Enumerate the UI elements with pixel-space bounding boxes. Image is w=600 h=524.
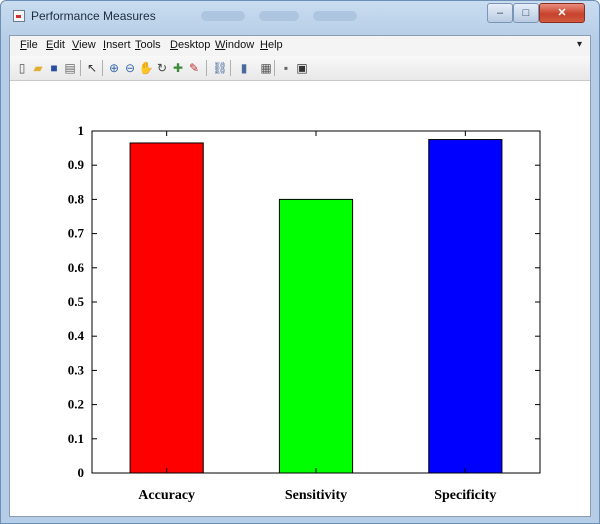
y-tick-label: 0.6 <box>68 260 85 275</box>
matlab-figure-icon[interactable] <box>13 10 25 22</box>
bar-specificity <box>428 139 503 474</box>
bar-chart: Accuracy Sensitivity Specificity 0 0.1 0.2 0.3… <box>68 123 541 503</box>
menu-insert[interactable]: Insert <box>103 39 131 51</box>
x-tick-label: Sensitivity <box>285 488 347 503</box>
x-tick-label: Accuracy <box>138 488 195 503</box>
legend-icon[interactable]: ▦ <box>260 61 272 75</box>
print-icon[interactable]: ▤ <box>64 61 76 75</box>
zoom-out-icon[interactable]: ⊖ <box>124 61 136 75</box>
title-blur-decoration <box>259 11 299 21</box>
figure-client-area: File Edit View Insert Tools Desktop Window Help… <box>9 35 591 517</box>
bar-accuracy <box>129 142 204 474</box>
close-button[interactable]: ✕ <box>539 3 585 23</box>
toolbar-separator <box>80 60 81 76</box>
minimize-button[interactable]: – <box>487 3 513 23</box>
y-tick-label: 0.2 <box>68 397 84 412</box>
menu-edit[interactable]: Edit <box>46 39 65 51</box>
x-tick-label: Specificity <box>434 488 496 503</box>
hide-plot-tools-icon[interactable]: ▪ <box>283 61 289 75</box>
toolbar-separator <box>274 60 275 76</box>
y-tick-label: 0.9 <box>68 157 85 172</box>
title-bar[interactable]: Performance Measures – □ ✕ <box>1 1 599 33</box>
pan-icon[interactable]: ✋ <box>138 61 154 75</box>
edit-plot-icon[interactable]: ↖ <box>86 61 98 75</box>
toolbar-separator <box>230 60 231 76</box>
menu-window[interactable]: Window <box>215 39 255 51</box>
link-icon[interactable]: ⛓ <box>212 61 228 75</box>
toolbar-separator <box>102 60 103 76</box>
menu-bar: File Edit View Insert Tools Desktop Window Help… <box>10 36 590 56</box>
window-title: Performance Measures <box>31 9 156 23</box>
title-blur-decoration <box>313 11 357 21</box>
y-tick-label: 0.5 <box>68 294 85 309</box>
menu-desktop[interactable]: Desktop <box>170 39 211 51</box>
rotate-3d-icon[interactable]: ↻ <box>156 61 168 75</box>
save-icon[interactable]: ■ <box>50 61 58 75</box>
maximize-button[interactable]: □ <box>513 3 539 23</box>
y-tick-label: 0.7 <box>68 226 85 241</box>
brush-icon[interactable]: ✎ <box>188 61 200 75</box>
y-tick-label: 1 <box>78 123 85 138</box>
menu-overflow-icon[interactable]: ▾ <box>576 39 582 50</box>
menu-file[interactable]: File <box>20 39 38 51</box>
menu-help[interactable]: Help <box>260 39 283 51</box>
zoom-in-icon[interactable]: ⊕ <box>108 61 120 75</box>
y-tick-label: 0.8 <box>68 191 85 206</box>
figure-toolbar: ▯ ▰ ■ ▤ ↖ ⊕ ⊖ ✋ ↻ ✚ ✎ ⛓ ▮ ▦ ▪ ▣ <box>10 56 590 81</box>
open-file-icon[interactable]: ▰ <box>33 61 43 75</box>
menu-tools[interactable]: Tools <box>135 39 161 51</box>
toolbar-separator <box>206 60 207 76</box>
figure-canvas: Accuracy Sensitivity Specificity 0 0.1 0.2 0.3… <box>10 81 590 516</box>
data-cursor-icon[interactable]: ✚ <box>172 61 184 75</box>
y-tick-label: 0.3 <box>68 362 85 377</box>
new-figure-icon[interactable]: ▯ <box>18 61 26 75</box>
y-tick-label: 0.1 <box>68 431 84 446</box>
y-tick-label: 0 <box>78 465 85 480</box>
menu-view[interactable]: View <box>72 39 96 51</box>
colorbar-icon[interactable]: ▮ <box>240 61 248 75</box>
y-tick-label: 0.4 <box>68 328 85 343</box>
title-blur-decoration <box>201 11 245 21</box>
show-plot-tools-icon[interactable]: ▣ <box>296 61 308 75</box>
bar-sensitivity <box>278 198 354 474</box>
